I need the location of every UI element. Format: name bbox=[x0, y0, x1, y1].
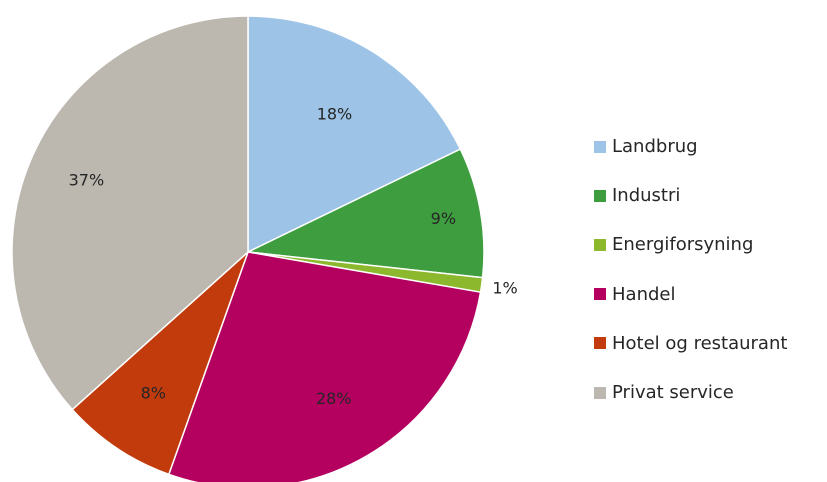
legend-item-hotel-og-restaurant: Hotel og restaurant bbox=[594, 319, 827, 368]
legend-swatch bbox=[594, 337, 606, 350]
legend-label: Industri bbox=[612, 185, 681, 207]
legend: Landbrug Industri Energiforsyning Handel Hot… bbox=[594, 122, 827, 417]
legend-swatch bbox=[594, 386, 606, 399]
legend-swatch bbox=[594, 189, 606, 202]
data-label-handel: 28% bbox=[316, 389, 352, 408]
data-label-privat-service: 37% bbox=[69, 170, 105, 189]
data-label-landbrug: 18% bbox=[317, 105, 353, 124]
legend-swatch bbox=[594, 288, 606, 301]
pie-slice-industri bbox=[245, 148, 485, 279]
legend-swatch bbox=[594, 140, 606, 153]
legend-item-industri: Industri bbox=[594, 171, 827, 220]
pie-slice-privat-service bbox=[11, 15, 249, 411]
pie-data-labels: 18% 9% 1% 28% 8% 37% bbox=[69, 105, 518, 409]
legend-label: Handel bbox=[612, 283, 676, 305]
pie-slice-hotel-og-restaurant bbox=[71, 251, 249, 476]
legend-label: Hotel og restaurant bbox=[612, 332, 788, 354]
pie-slice-handel bbox=[167, 251, 482, 482]
pie-slice-landbrug bbox=[247, 15, 462, 254]
pie-slices bbox=[11, 15, 485, 482]
legend-label: Landbrug bbox=[612, 136, 698, 158]
legend-item-handel: Handel bbox=[594, 270, 827, 319]
legend-label: Energiforsyning bbox=[612, 234, 754, 256]
legend-item-landbrug: Landbrug bbox=[594, 122, 827, 171]
data-label-energiforsyning: 1% bbox=[492, 279, 517, 298]
legend-swatch bbox=[594, 238, 606, 251]
data-label-industri: 9% bbox=[431, 209, 456, 228]
legend-label: Privat service bbox=[612, 382, 734, 404]
legend-item-energiforsyning: Energiforsyning bbox=[594, 220, 827, 269]
legend-item-privat-service: Privat service bbox=[594, 368, 827, 417]
data-label-hotel-og-restaurant: 8% bbox=[141, 384, 166, 403]
